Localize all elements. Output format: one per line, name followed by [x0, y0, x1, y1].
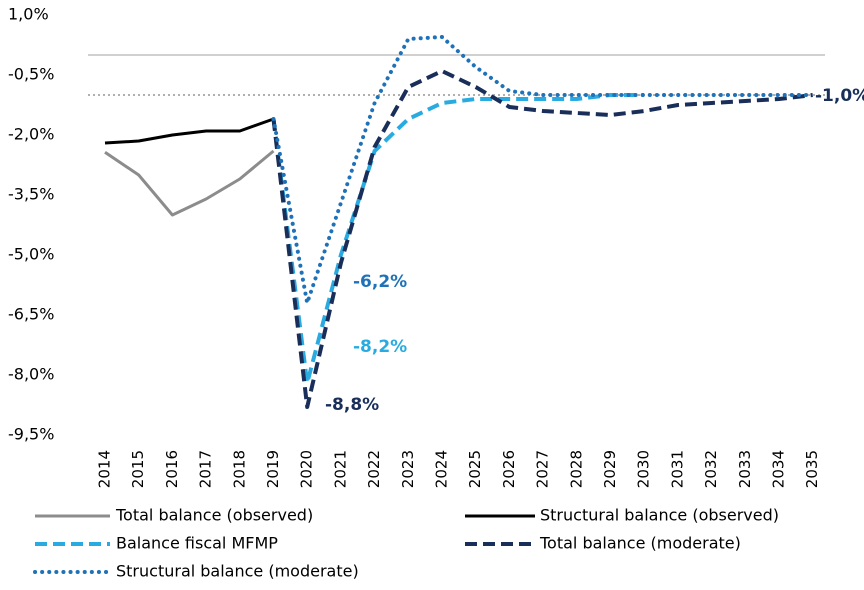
x-tick-label: 2029 [601, 450, 619, 488]
legend-label: Total balance (moderate) [539, 534, 741, 553]
x-tick-label: 2019 [264, 450, 282, 488]
x-tick-label: 2031 [668, 450, 686, 488]
series-line [271, 69, 813, 409]
series-line [104, 149, 275, 217]
y-tick-label: -5,0% [8, 245, 54, 264]
x-tick-label: 2033 [736, 450, 754, 488]
x-tick-label: 2028 [567, 450, 585, 488]
annotation: -8,2% [353, 337, 407, 357]
x-tick-label: 2022 [365, 450, 383, 488]
annotation: -1,0% [815, 86, 864, 106]
x-tick-label: 2016 [163, 450, 181, 488]
y-tick-label: -2,0% [8, 125, 54, 144]
x-tick-label: 2015 [129, 450, 147, 488]
y-tick-label: -3,5% [8, 185, 54, 204]
x-tick-label: 2032 [702, 450, 720, 488]
legend-label: Structural balance (moderate) [116, 562, 359, 581]
y-tick-label: -8,0% [8, 365, 54, 384]
x-tick-label: 2017 [197, 450, 215, 488]
annotation: -6,2% [353, 272, 407, 292]
y-tick-label: -9,5% [8, 425, 54, 444]
x-tick-label: 2024 [433, 450, 451, 488]
x-tick-label: 2021 [331, 450, 349, 488]
legend-label: Total balance (observed) [115, 506, 313, 525]
legend-label: Structural balance (observed) [540, 506, 779, 525]
series-line [104, 117, 275, 145]
x-tick-label: 2030 [635, 450, 653, 488]
series-line [271, 35, 815, 305]
x-tick-label: 2020 [298, 450, 316, 488]
x-tick-label: 2018 [230, 450, 248, 488]
x-tick-label: 2014 [96, 450, 114, 488]
x-tick-label: 2034 [770, 450, 788, 488]
x-tick-label: 2035 [803, 450, 821, 488]
y-tick-label: -6,5% [8, 305, 54, 324]
legend-label: Balance fiscal MFMP [116, 534, 278, 553]
y-tick-label: -0,5% [8, 65, 54, 84]
x-tick-label: 2023 [399, 450, 417, 488]
annotation: -8,8% [325, 395, 379, 415]
x-tick-label: 2027 [534, 450, 552, 488]
x-tick-label: 2026 [500, 450, 518, 488]
y-tick-label: 1,0% [8, 5, 49, 24]
x-tick-label: 2025 [466, 450, 484, 488]
